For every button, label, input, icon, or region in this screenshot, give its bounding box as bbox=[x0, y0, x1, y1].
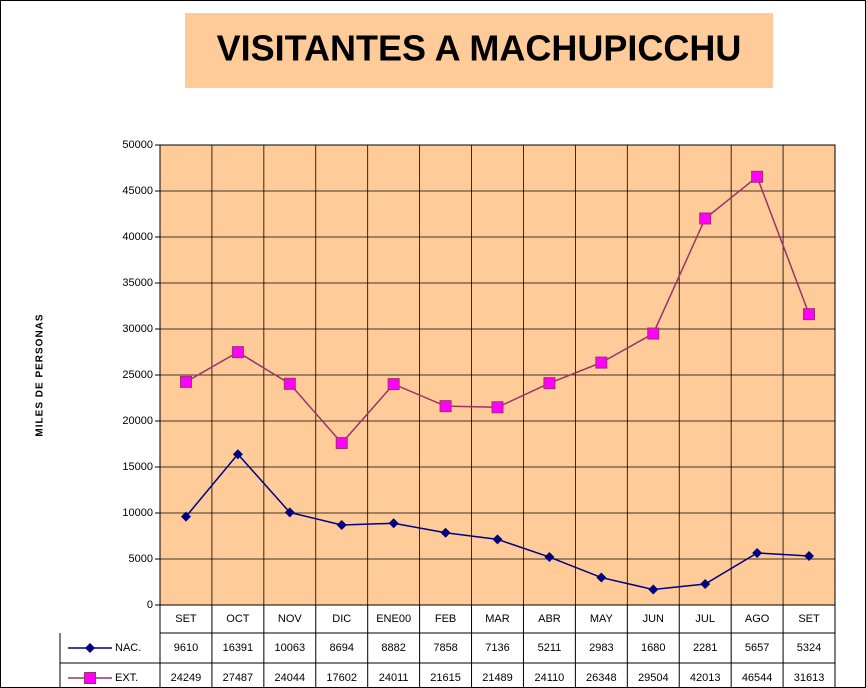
table-value: 5211 bbox=[538, 642, 562, 654]
marker bbox=[388, 518, 399, 529]
marker bbox=[543, 377, 556, 390]
marker bbox=[85, 643, 95, 653]
x-tick-label: JUN bbox=[643, 613, 664, 625]
marker bbox=[284, 507, 295, 518]
marker bbox=[700, 579, 711, 590]
table-value: 24110 bbox=[535, 672, 565, 684]
y-tick-label: 15000 bbox=[122, 461, 153, 473]
table-value: 46544 bbox=[742, 672, 773, 684]
title-box bbox=[185, 13, 773, 88]
table-value: 5324 bbox=[797, 642, 821, 654]
marker bbox=[491, 401, 504, 414]
table-value: 2281 bbox=[693, 642, 717, 654]
marker bbox=[231, 346, 244, 359]
marker bbox=[84, 672, 96, 684]
marker bbox=[439, 400, 452, 413]
y-axis-label: MILES DE PERSONAS bbox=[35, 313, 46, 436]
marker bbox=[803, 308, 816, 321]
x-tick-label: ENE00 bbox=[376, 613, 411, 625]
marker bbox=[751, 170, 764, 183]
x-tick-label: ABR bbox=[538, 613, 561, 625]
x-tick-label: DIC bbox=[332, 613, 351, 625]
marker bbox=[596, 572, 607, 583]
y-tick-label: 45000 bbox=[122, 185, 153, 197]
table-value: 24044 bbox=[275, 672, 306, 684]
marker bbox=[232, 449, 243, 460]
marker bbox=[335, 437, 348, 450]
marker bbox=[595, 356, 608, 369]
marker bbox=[283, 377, 296, 390]
x-tick-label: NOV bbox=[278, 613, 303, 625]
table-value: 21489 bbox=[482, 672, 513, 684]
table-value: 1680 bbox=[641, 642, 665, 654]
marker bbox=[804, 551, 815, 562]
marker bbox=[179, 375, 192, 388]
marker bbox=[336, 520, 347, 531]
y-tick-label: 35000 bbox=[122, 277, 153, 289]
marker bbox=[647, 327, 660, 340]
x-tick-label: FEB bbox=[435, 613, 456, 625]
marker bbox=[180, 511, 191, 522]
chart-title: VISITANTES A MACHUPICCHU bbox=[217, 28, 742, 69]
marker bbox=[648, 584, 659, 595]
y-tick-label: 50000 bbox=[122, 139, 153, 151]
table-value: 21615 bbox=[430, 672, 461, 684]
table-value: 10063 bbox=[275, 642, 306, 654]
table-value: 24249 bbox=[171, 672, 202, 684]
table-value: 26348 bbox=[586, 672, 617, 684]
x-tick-label: MAY bbox=[590, 613, 614, 625]
table-value: 17602 bbox=[326, 672, 357, 684]
marker bbox=[440, 527, 451, 538]
table-value: 7136 bbox=[485, 642, 509, 654]
x-tick-label: SET bbox=[798, 613, 820, 625]
x-tick-label: AGO bbox=[745, 613, 770, 625]
y-tick-label: 0 bbox=[147, 599, 153, 611]
table-value: 27487 bbox=[223, 672, 254, 684]
y-tick-label: 20000 bbox=[122, 415, 153, 427]
table-value: 16391 bbox=[223, 642, 254, 654]
table-value: 2983 bbox=[589, 642, 613, 654]
y-tick-label: 30000 bbox=[122, 323, 153, 335]
table-value: 42013 bbox=[690, 672, 721, 684]
x-tick-label: SET bbox=[175, 613, 197, 625]
x-tick-label: MAR bbox=[485, 613, 510, 625]
marker bbox=[699, 212, 712, 225]
y-tick-label: 10000 bbox=[122, 507, 153, 519]
x-tick-label: OCT bbox=[226, 613, 250, 625]
table-value: 8694 bbox=[329, 642, 353, 654]
y-tick-label: 40000 bbox=[122, 231, 153, 243]
table-value: 24011 bbox=[379, 672, 409, 684]
table-value: 5657 bbox=[745, 642, 769, 654]
table-value: 31613 bbox=[794, 672, 825, 684]
table-value: 29504 bbox=[638, 672, 669, 684]
table-value: 7858 bbox=[433, 642, 457, 654]
y-tick-label: 25000 bbox=[122, 369, 153, 381]
marker bbox=[544, 552, 555, 563]
marker bbox=[752, 547, 763, 558]
table-value: 8882 bbox=[381, 642, 405, 654]
legend-label: NAC. bbox=[115, 642, 141, 654]
marker bbox=[492, 534, 503, 545]
legend-label: EXT. bbox=[115, 672, 138, 684]
x-tick-label: JUL bbox=[695, 613, 715, 625]
table-value: 9610 bbox=[174, 642, 198, 654]
marker bbox=[387, 378, 400, 391]
y-tick-label: 5000 bbox=[129, 553, 153, 565]
